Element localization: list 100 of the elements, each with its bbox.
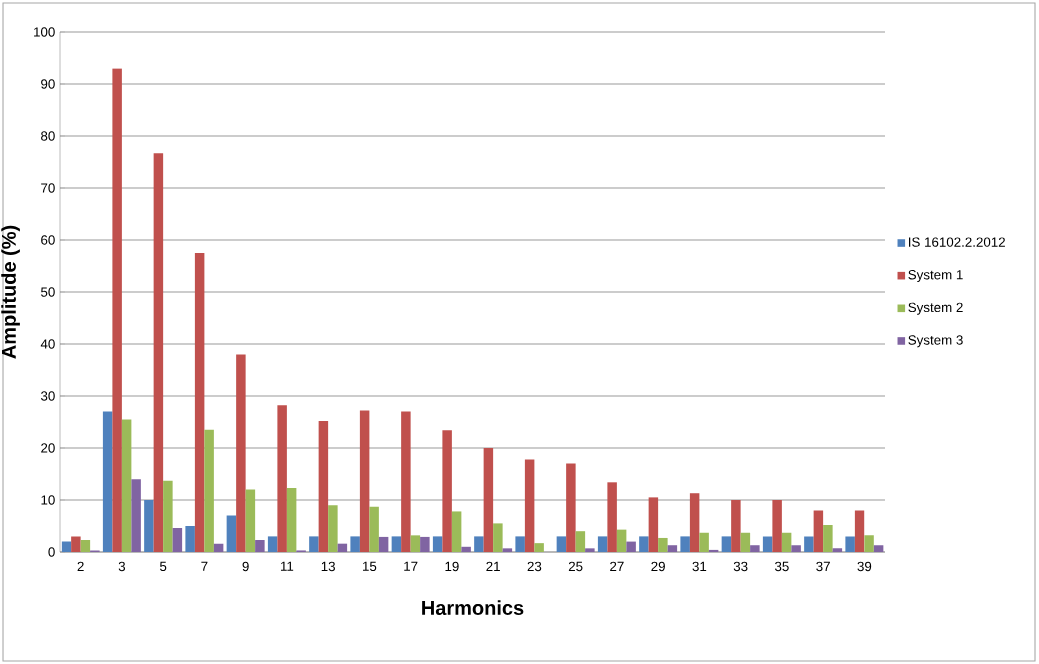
bar	[845, 536, 855, 552]
bar	[873, 545, 884, 552]
bar	[172, 528, 183, 552]
bar	[864, 535, 874, 552]
bar	[391, 536, 402, 552]
bar	[71, 536, 81, 552]
bar	[680, 536, 690, 552]
y-tick-label: 100	[34, 27, 55, 37]
x-tick-label: 39	[857, 561, 872, 572]
bar	[369, 506, 379, 552]
bar	[667, 545, 678, 552]
x-tick-label: 23	[527, 561, 542, 572]
y-tick-label: 20	[41, 443, 55, 453]
bar	[813, 510, 824, 552]
bar	[378, 536, 389, 552]
bar	[410, 535, 421, 552]
bar	[791, 545, 801, 552]
bar	[80, 540, 91, 552]
bar	[131, 479, 141, 552]
x-tick-label: 33	[733, 561, 748, 572]
bar	[689, 493, 700, 552]
bar	[309, 536, 319, 552]
y-tick-label: 90	[41, 79, 55, 89]
y-tick-label: 30	[40, 391, 55, 401]
bar	[708, 549, 719, 552]
bar	[420, 536, 430, 552]
bar	[658, 537, 668, 552]
bar	[781, 532, 792, 552]
bar	[451, 511, 462, 552]
bar	[740, 532, 751, 552]
bar	[731, 499, 741, 552]
bar	[350, 536, 360, 552]
x-tick-label: 37	[816, 561, 830, 572]
bar	[524, 459, 535, 552]
y-axis-title: Amplitude (%)	[1, 225, 20, 359]
legend-label: IS 16102.2.2012	[909, 237, 1005, 247]
bar	[245, 489, 256, 552]
x-tick-label: 29	[651, 561, 665, 572]
x-tick-label: 21	[486, 561, 500, 572]
bar	[607, 482, 617, 552]
bar	[502, 548, 513, 552]
x-tick-label: 5	[159, 561, 167, 571]
bar	[854, 510, 865, 552]
bar	[359, 410, 370, 552]
bar	[432, 536, 443, 552]
bar	[153, 153, 164, 552]
bar	[639, 536, 649, 552]
bar	[163, 480, 173, 552]
bar	[337, 543, 348, 552]
legend-label: System 2	[908, 302, 963, 315]
bar	[277, 405, 287, 552]
x-axis-title: Harmonics	[422, 600, 524, 615]
y-tick-label: 80	[41, 131, 55, 141]
bar	[597, 536, 608, 552]
bar	[556, 536, 567, 552]
bar	[121, 419, 132, 552]
x-tick-label: 9	[242, 561, 249, 572]
bar	[185, 525, 195, 552]
legend-label: System 3	[908, 335, 963, 348]
bar	[823, 524, 833, 552]
x-tick-label: 13	[321, 561, 335, 572]
bar	[61, 541, 72, 552]
x-tick-label: 3	[118, 561, 126, 572]
bar	[474, 536, 484, 552]
bar	[534, 543, 544, 552]
x-tick-label: 15	[362, 561, 377, 571]
bar	[616, 529, 627, 552]
x-tick-label: 35	[774, 561, 789, 572]
bar	[144, 499, 154, 552]
bar	[267, 536, 278, 552]
bar	[750, 545, 760, 552]
legend-label: System 1	[908, 270, 963, 283]
x-tick-label: 19	[445, 561, 459, 572]
bar	[102, 411, 113, 552]
y-tick-label: 10	[41, 495, 55, 505]
bar	[585, 548, 595, 552]
bar	[286, 488, 297, 552]
bar	[575, 531, 586, 552]
x-tick-label: 31	[692, 561, 707, 572]
bar	[721, 536, 732, 552]
bar	[626, 541, 636, 552]
x-tick-label: 17	[404, 561, 418, 571]
bar	[483, 447, 494, 552]
bar	[566, 463, 576, 552]
bar	[648, 497, 659, 552]
y-tick-label: 0	[48, 547, 55, 557]
bar	[493, 523, 503, 552]
bar	[699, 532, 709, 552]
bar	[804, 536, 814, 552]
x-tick-label: 11	[280, 561, 294, 571]
bar	[318, 420, 329, 552]
bar	[112, 68, 122, 552]
y-tick-label: 60	[41, 235, 55, 245]
y-tick-label: 70	[41, 183, 55, 193]
x-tick-label: 7	[201, 561, 208, 571]
bar	[442, 430, 452, 552]
bar	[255, 540, 265, 552]
x-tick-label: 2	[77, 561, 84, 572]
bar	[194, 252, 205, 552]
bar	[762, 536, 773, 552]
